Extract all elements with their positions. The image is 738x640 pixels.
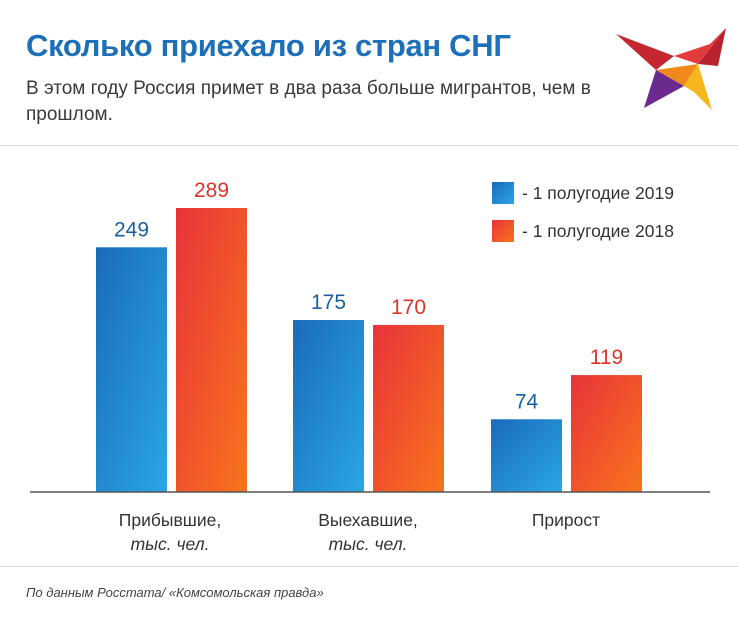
category-unit: тыс. чел. [328, 534, 408, 554]
data-label-2018-1: 170 [391, 296, 426, 319]
data-label-2019-0: 249 [114, 218, 149, 241]
header-divider [0, 145, 738, 146]
bar-2019-1 [293, 320, 364, 492]
bar-2018-1 [373, 324, 444, 492]
category-name: Выехавшие, [318, 510, 418, 530]
bar-2018-2 [571, 375, 642, 492]
legend-swatch-2018 [492, 220, 514, 242]
source-note: По данным Росстата/ «Комсомольская правд… [26, 585, 324, 600]
category-name: Прирост [531, 510, 601, 530]
footer-divider [0, 566, 738, 567]
bar-2019-0 [96, 247, 167, 492]
bird-logo-icon [616, 28, 726, 110]
bar-2019-2 [491, 419, 562, 492]
legend-label-2019: - 1 полугодие 2019 [522, 183, 674, 203]
data-label-2018-0: 289 [194, 179, 229, 202]
category-name: Прибывшие, [118, 510, 222, 530]
category-unit: тыс. чел. [130, 534, 210, 554]
category-label-arrived: Прибывшие, тыс. чел. [70, 508, 270, 556]
data-label-2019-2: 74 [515, 390, 539, 413]
bar-2018-0 [176, 208, 247, 492]
category-label-departed: Выехавшие, тыс. чел. [268, 508, 468, 556]
legend-swatch-2019 [492, 182, 514, 204]
bar-chart: 249 289 175 170 74 119 [30, 179, 710, 493]
data-label-2019-1: 175 [311, 291, 346, 314]
legend-label-2018: - 1 полугодие 2018 [522, 221, 674, 241]
chart-subtitle: В этом году Россия примет в два раза бол… [26, 78, 591, 125]
data-label-2018-2: 119 [590, 346, 623, 369]
category-label-growth: Прирост [466, 508, 666, 532]
chart-title: Сколько приехало из стран СНГ [26, 28, 511, 63]
